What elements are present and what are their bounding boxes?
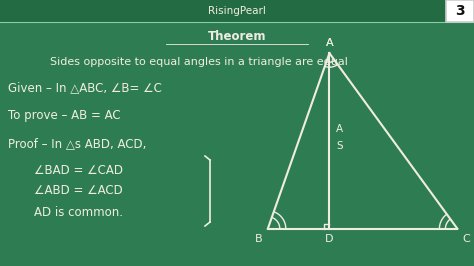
Bar (446, 0, 474, 22)
Text: AD is common.: AD is common. (34, 206, 123, 218)
Text: Sides opposite to equal angles in a triangle are equal: Sides opposite to equal angles in a tria… (50, 57, 348, 67)
Text: A: A (326, 38, 333, 48)
Text: To prove – AB = AC: To prove – AB = AC (8, 110, 120, 123)
Text: 3: 3 (455, 4, 465, 18)
Text: RisingPearl: RisingPearl (208, 6, 266, 16)
Text: C: C (463, 234, 470, 244)
Text: ∠ABD = ∠ACD: ∠ABD = ∠ACD (34, 184, 123, 197)
Text: S: S (336, 141, 343, 151)
Text: Given – In △ABC, ∠B= ∠C: Given – In △ABC, ∠B= ∠C (8, 81, 162, 94)
Text: Proof – In △s ABD, ACD,: Proof – In △s ABD, ACD, (8, 138, 146, 151)
Text: Theorem: Theorem (208, 30, 266, 43)
Bar (0, 0, 474, 22)
Text: B: B (255, 234, 263, 244)
Text: ∠BAD = ∠CAD: ∠BAD = ∠CAD (34, 164, 123, 177)
Text: D: D (325, 234, 334, 244)
Text: A: A (336, 124, 343, 134)
Text: A: A (326, 38, 333, 48)
